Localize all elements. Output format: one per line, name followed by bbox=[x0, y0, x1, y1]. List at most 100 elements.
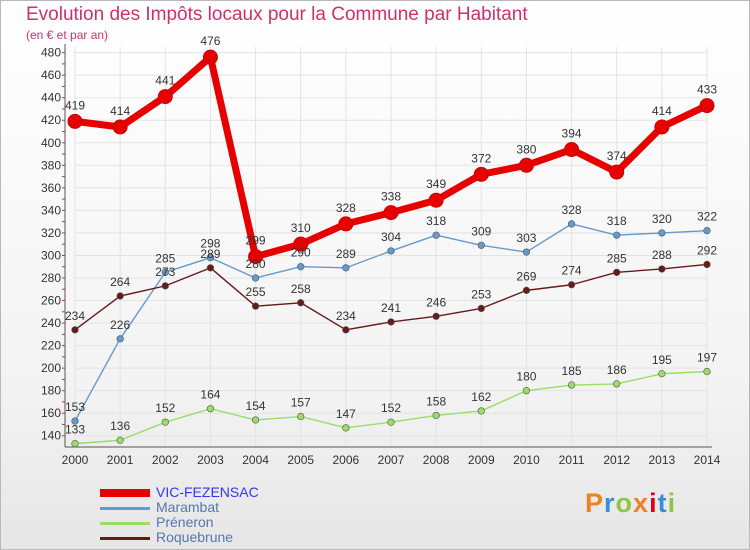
data-point bbox=[206, 405, 215, 413]
data-point bbox=[161, 282, 169, 290]
y-tick-label: 140 bbox=[41, 429, 61, 443]
y-tick-label: 220 bbox=[41, 339, 61, 353]
data-point bbox=[157, 89, 173, 105]
data-label: 136 bbox=[110, 419, 130, 433]
data-label: 372 bbox=[471, 151, 491, 165]
data-point bbox=[342, 326, 350, 334]
legend-item-preneron: Préneron bbox=[100, 514, 320, 530]
data-label: 441 bbox=[155, 74, 175, 88]
x-tick-label: 2007 bbox=[378, 453, 405, 467]
x-tick-label: 2001 bbox=[107, 453, 134, 467]
data-point bbox=[297, 263, 305, 271]
data-point bbox=[432, 312, 440, 320]
data-point bbox=[161, 268, 169, 276]
data-label: 374 bbox=[607, 149, 627, 163]
x-tick-label: 2010 bbox=[513, 453, 540, 467]
data-label: 162 bbox=[471, 390, 491, 404]
logo-letter: o bbox=[615, 488, 634, 518]
logo-letter: i bbox=[667, 488, 677, 518]
data-point bbox=[251, 302, 260, 310]
data-point bbox=[432, 231, 440, 239]
data-label: 310 bbox=[291, 221, 311, 235]
y-tick-label: 480 bbox=[41, 46, 61, 60]
data-label: 380 bbox=[516, 142, 536, 156]
y-tick-label: 280 bbox=[41, 271, 61, 285]
data-label: 285 bbox=[155, 251, 175, 265]
data-point bbox=[387, 418, 395, 426]
data-point bbox=[703, 227, 711, 235]
data-label: 299 bbox=[246, 234, 266, 248]
data-point bbox=[293, 236, 309, 252]
data-point bbox=[116, 335, 124, 343]
data-point bbox=[522, 286, 531, 294]
x-tick-label: 2013 bbox=[649, 453, 676, 467]
data-point bbox=[206, 264, 215, 272]
y-tick-label: 240 bbox=[41, 316, 61, 330]
data-label: 133 bbox=[65, 423, 85, 437]
data-point bbox=[116, 292, 124, 300]
data-label: 153 bbox=[65, 400, 85, 414]
data-point bbox=[71, 326, 79, 334]
data-label: 185 bbox=[562, 364, 582, 378]
data-label: 414 bbox=[652, 104, 672, 118]
data-label: 414 bbox=[110, 104, 130, 118]
data-label: 289 bbox=[200, 247, 220, 261]
logo-letter: P bbox=[585, 488, 605, 518]
chart-legend: VIC-FEZENSAC Marambat Préneron Roquebrun… bbox=[100, 484, 320, 545]
data-label: 318 bbox=[607, 214, 627, 228]
x-tick-label: 2012 bbox=[603, 453, 630, 467]
legend-label-preneron: Préneron bbox=[156, 514, 214, 530]
data-label: 328 bbox=[336, 201, 356, 215]
data-label: 264 bbox=[110, 275, 130, 289]
data-label: 338 bbox=[381, 190, 401, 204]
data-point bbox=[432, 411, 440, 420]
data-point bbox=[342, 264, 350, 272]
data-label: 394 bbox=[562, 127, 582, 141]
data-label: 152 bbox=[155, 401, 175, 415]
y-tick-label: 300 bbox=[41, 248, 61, 262]
legend-label-vic-fezensac: VIC-FEZENSAC bbox=[156, 484, 259, 500]
chart-data-labels: 419 414 441 476 299 310 328 338 349 372 380 394 374 4… bbox=[65, 34, 717, 436]
data-point bbox=[522, 387, 531, 395]
data-point bbox=[71, 417, 79, 425]
legend-swatch-preneron bbox=[100, 522, 150, 525]
data-label: 289 bbox=[336, 247, 356, 261]
data-point bbox=[658, 370, 666, 378]
logo-letter: x bbox=[633, 488, 650, 518]
data-point bbox=[383, 205, 399, 221]
data-point bbox=[567, 281, 576, 289]
legend-label-marambat: Marambat bbox=[156, 499, 220, 515]
data-point bbox=[116, 436, 124, 444]
logo-letter: i bbox=[649, 488, 658, 518]
data-point bbox=[387, 318, 395, 326]
data-point bbox=[699, 98, 715, 114]
y-tick-label: 340 bbox=[41, 203, 61, 217]
x-tick-label: 2009 bbox=[468, 453, 495, 467]
data-label: 419 bbox=[65, 98, 85, 112]
data-point bbox=[658, 229, 666, 237]
data-point bbox=[297, 412, 305, 421]
data-label: 258 bbox=[291, 282, 311, 296]
data-label: 186 bbox=[607, 363, 627, 377]
data-label: 157 bbox=[291, 396, 311, 410]
data-label: 318 bbox=[426, 214, 446, 228]
chart-subtitle: (en € et par an) bbox=[26, 28, 109, 42]
data-point bbox=[654, 119, 670, 135]
data-label: 274 bbox=[562, 264, 582, 278]
x-tick-label: 2006 bbox=[333, 453, 360, 467]
x-tick-label: 2005 bbox=[287, 453, 314, 467]
x-tick-label: 2011 bbox=[559, 453, 585, 467]
data-point bbox=[251, 274, 260, 282]
data-label: 304 bbox=[381, 230, 401, 244]
legend-swatch-roquebrune bbox=[100, 537, 150, 540]
data-label: 328 bbox=[562, 203, 582, 217]
data-point bbox=[703, 367, 711, 376]
data-point bbox=[338, 216, 354, 232]
data-point bbox=[342, 424, 350, 432]
data-label: 246 bbox=[426, 295, 446, 309]
x-tick-label: 2008 bbox=[423, 453, 450, 467]
data-point bbox=[567, 381, 576, 389]
data-label: 226 bbox=[110, 318, 130, 332]
y-tick-label: 440 bbox=[41, 91, 61, 105]
